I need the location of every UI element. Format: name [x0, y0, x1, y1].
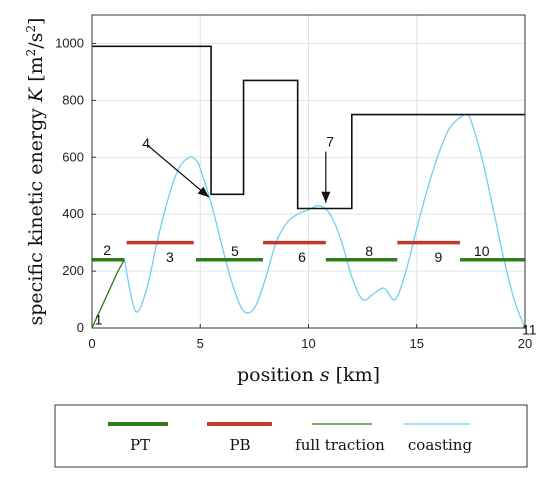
annotation-arrow-head [321, 191, 331, 203]
annotation-label: 6 [298, 249, 306, 265]
legend-label: PT [130, 436, 150, 454]
y-tick-label: 1000 [55, 35, 84, 50]
legend-label: coasting [408, 436, 473, 454]
annotation-label: 4 [142, 135, 150, 151]
annotation-label: 5 [231, 243, 239, 259]
series-coasting-line [123, 113, 526, 329]
annotation-label: 7 [326, 134, 334, 150]
series-full-traction-line [91, 259, 126, 329]
annotation-label: 10 [474, 243, 490, 259]
annotation-arrow-shaft [147, 145, 210, 198]
y-axis-label: specific kinetic energy K [m2/s2] [24, 18, 47, 326]
x-tick-label: 5 [197, 336, 204, 351]
annotation-label: 2 [103, 242, 111, 258]
y-tick-label: 0 [77, 320, 84, 335]
legend-box [54, 404, 528, 468]
annotation-label: 11 [522, 321, 537, 337]
x-tick-label: 10 [301, 336, 315, 351]
series-layer [91, 45, 526, 329]
x-tick-label: 20 [518, 336, 532, 351]
arrows-layer [147, 145, 331, 203]
y-tick-label: 200 [62, 263, 84, 278]
annotations-layer: 1 2 3 4 5 6 7 8 9 10 11 [95, 134, 537, 338]
annotation-label: 9 [435, 249, 443, 265]
legend-label: full traction [295, 436, 385, 454]
legend: PT PB full traction coasting [54, 404, 528, 468]
segments-layer [92, 240, 525, 262]
annotation-label: 3 [166, 249, 174, 265]
grid [91, 15, 526, 329]
x-tick-label: 15 [410, 336, 424, 351]
annotation-label: 8 [365, 243, 373, 259]
y-tick-label: 400 [62, 206, 84, 221]
x-tick-label: 0 [88, 336, 95, 351]
legend-items: PT PB full traction coasting [108, 422, 473, 454]
y-tick-label: 600 [62, 149, 84, 164]
series-speed-limit-line [92, 45, 525, 210]
annotation-label: 1 [95, 311, 103, 327]
y-tick-label: 800 [62, 92, 84, 107]
legend-label: PB [229, 436, 250, 454]
x-axis-label: position s [km] [237, 364, 380, 386]
annotation-arrow-head [197, 186, 209, 198]
